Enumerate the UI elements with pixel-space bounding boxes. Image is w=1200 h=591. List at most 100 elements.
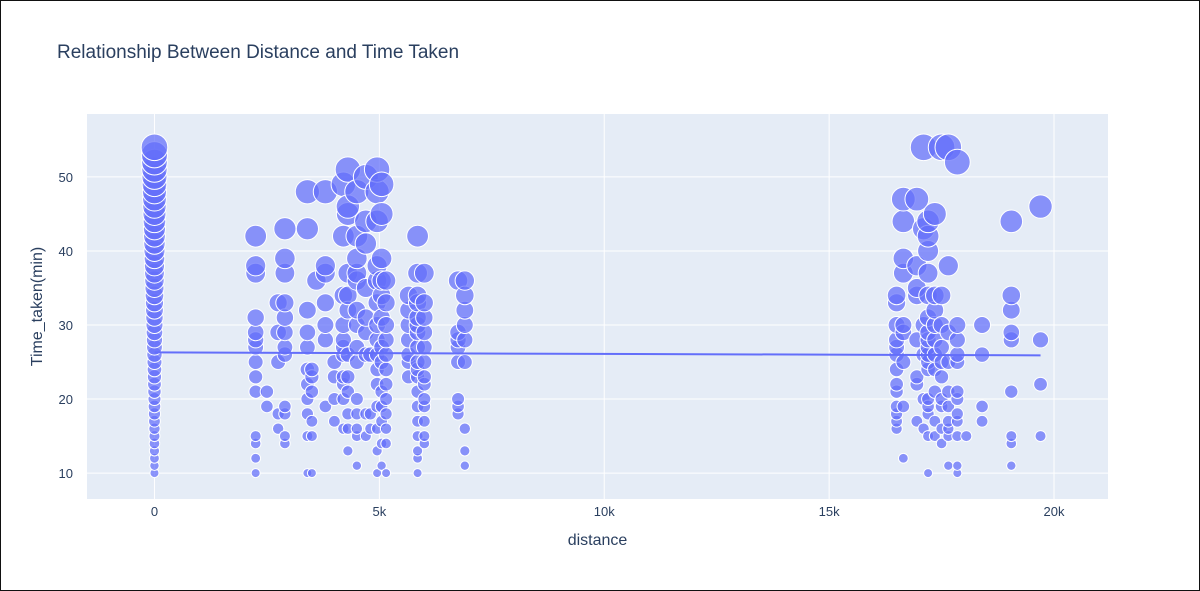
data-point: [456, 331, 474, 349]
data-point: [451, 392, 466, 407]
data-point: [941, 399, 956, 414]
data-point: [316, 316, 335, 335]
data-point: [950, 384, 965, 399]
data-point: [350, 422, 364, 435]
data-point: [975, 399, 989, 414]
data-point: [377, 316, 396, 335]
x-tick-label: 0: [151, 504, 158, 519]
data-point: [273, 217, 297, 241]
axis-ticks: 0 5k 10k 15k 20k 10 20 30 40 50: [59, 170, 1065, 519]
data-point: [999, 209, 1024, 234]
data-point: [454, 270, 476, 291]
data-point: [411, 445, 424, 457]
data-point: [259, 384, 275, 399]
data-point: [298, 323, 317, 342]
data-point: [891, 209, 916, 234]
data-point: [923, 468, 934, 479]
x-tick-label: 20k: [1044, 504, 1065, 519]
data-point: [960, 430, 973, 443]
data-point: [897, 452, 909, 464]
data-point: [1005, 430, 1018, 443]
data-point: [1031, 331, 1050, 349]
y-tick-label: 10: [59, 466, 73, 481]
data-point: [952, 460, 963, 471]
data-point: [245, 255, 267, 277]
data-point: [1006, 460, 1017, 471]
data-point: [368, 171, 395, 198]
x-tick-label: 5k: [372, 504, 386, 519]
chart-title: Relationship Between Distance and Time T…: [57, 42, 459, 63]
data-point: [297, 300, 317, 320]
data-point: [354, 232, 378, 255]
data-point: [416, 369, 432, 385]
data-point: [973, 316, 992, 335]
data-point: [315, 293, 335, 313]
data-point: [406, 224, 429, 248]
data-point: [244, 224, 268, 248]
data-point: [377, 331, 395, 349]
data-point: [922, 201, 947, 226]
x-tick-label: 10k: [594, 504, 615, 519]
data-point: [917, 262, 939, 284]
data-point: [278, 430, 291, 443]
data-point: [378, 376, 394, 392]
data-point: [948, 331, 966, 349]
data-point: [412, 468, 423, 479]
data-point: [458, 422, 472, 435]
data-point: [943, 148, 971, 176]
data-point: [260, 399, 274, 414]
data-point: [937, 255, 959, 277]
data-point: [375, 270, 397, 291]
y-axis-title: Time_taken(min): [29, 247, 46, 366]
data-point: [338, 285, 358, 306]
data-point: [456, 354, 473, 371]
data-point: [377, 346, 395, 363]
data-point: [379, 422, 393, 435]
data-point: [369, 201, 394, 226]
data-point: [306, 468, 317, 479]
data-point: [246, 308, 265, 327]
data-point: [950, 407, 964, 421]
data-point: [327, 414, 341, 428]
data-point: [413, 262, 435, 284]
data-point: [1033, 376, 1048, 392]
data-point: [278, 399, 292, 414]
data-point: [417, 392, 432, 407]
data-point: [904, 186, 930, 212]
data-point: [895, 354, 912, 371]
data-point: [250, 468, 261, 479]
data-point: [305, 430, 318, 443]
data-point: [316, 331, 334, 349]
x-axis-title: distance: [568, 532, 628, 549]
data-point: [1004, 384, 1019, 399]
data-point: [933, 369, 950, 385]
data-point: [459, 445, 471, 457]
data-point: [250, 452, 262, 464]
data-point: [274, 247, 296, 270]
data-point: [304, 361, 320, 378]
data-point: [975, 414, 989, 428]
data-point: [247, 354, 264, 371]
data-point: [416, 354, 433, 371]
data-point: [935, 437, 948, 450]
x-tick-label: 15k: [819, 504, 840, 519]
data-point: [933, 338, 950, 356]
y-tick-label: 40: [59, 244, 73, 259]
y-tick-label: 30: [59, 318, 73, 333]
y-tick-label: 20: [59, 392, 73, 407]
data-point: [305, 414, 319, 428]
data-point: [314, 255, 336, 277]
data-points: [140, 133, 1053, 479]
data-point: [249, 430, 262, 443]
data-point: [295, 217, 319, 241]
data-point: [376, 293, 396, 313]
data-point: [381, 468, 392, 479]
data-point: [275, 293, 295, 313]
data-point: [459, 460, 471, 471]
data-point: [948, 316, 967, 335]
data-point: [417, 414, 431, 428]
data-point: [889, 376, 905, 392]
data-point: [304, 384, 320, 399]
data-point: [418, 430, 431, 443]
